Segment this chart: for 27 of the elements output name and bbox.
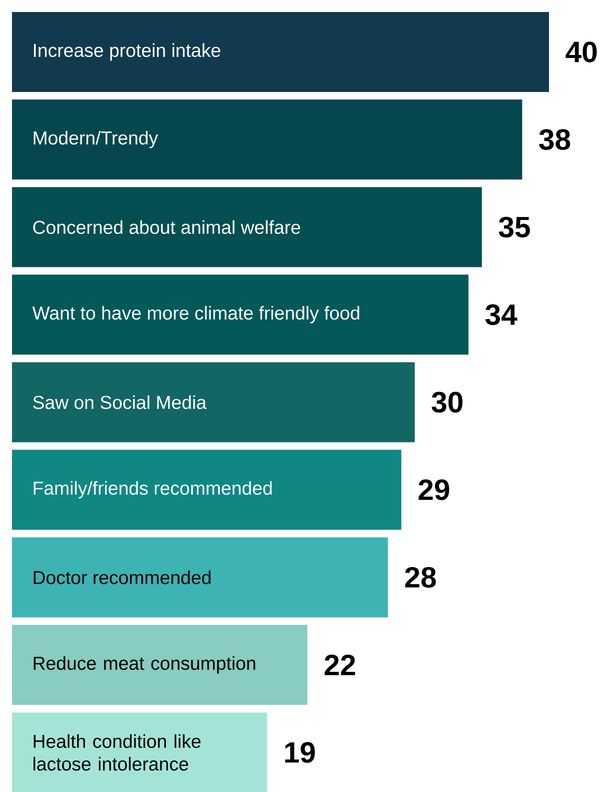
bar [12, 12, 550, 92]
bar [12, 624, 308, 705]
bar [12, 362, 415, 442]
bar [12, 100, 522, 180]
y-tick-label: Saw on Social Media [33, 395, 207, 410]
y-tick-label: Increase protein intake [34, 43, 220, 61]
bar [12, 712, 268, 792]
data-label: 22 [324, 654, 356, 676]
y-tick-label: Family/friends recommended [34, 481, 272, 498]
y-tick-label: Modern/Trendy [34, 130, 158, 148]
data-label: 35 [498, 216, 530, 238]
bar [12, 537, 388, 618]
bar [12, 450, 402, 530]
data-label: 19 [285, 742, 315, 763]
data-label: 34 [485, 304, 518, 326]
y-tick-label: Reduce meat consumption [34, 656, 256, 674]
y-tick-label: Doctor recommended [34, 570, 211, 584]
data-label: 29 [418, 479, 450, 500]
y-tick-label: Concerned about animal welfare [33, 220, 300, 234]
data-label: 38 [539, 129, 570, 150]
data-label: 28 [405, 566, 436, 588]
data-label: 30 [432, 392, 462, 413]
data-label: 40 [566, 42, 597, 62]
y-tick-label: Health condition like lactose intolerance [34, 734, 201, 771]
bar [12, 274, 468, 355]
y-tick-label: Want to have more climate friendly food [32, 306, 360, 324]
bar [12, 187, 482, 268]
